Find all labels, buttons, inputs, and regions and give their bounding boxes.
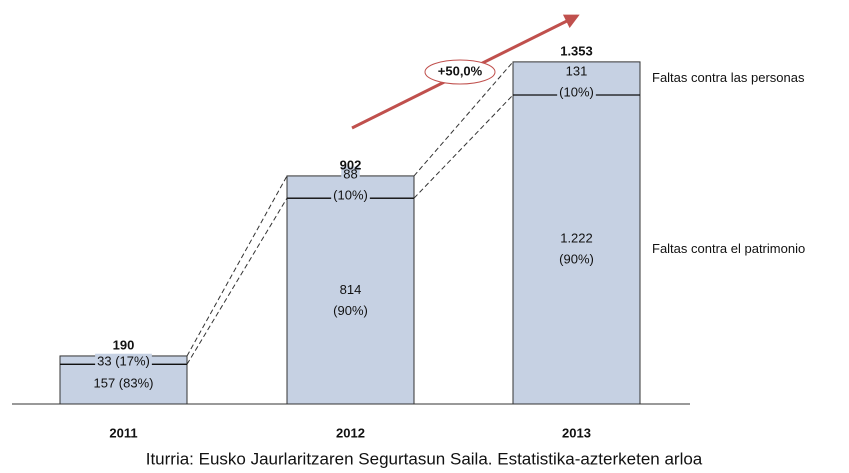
connector [186,197,288,365]
connector [413,61,514,177]
label-bg [557,84,596,100]
legend-entry: Faltas contra el patrimonio [652,241,805,256]
value-label: 88 [343,167,357,182]
value-label: (90%) [559,251,594,266]
legend-entry: Faltas contra las personas [652,70,805,85]
label-bg [563,63,590,79]
connector [413,94,514,199]
connector [186,175,288,357]
bar-segment [512,94,641,405]
bar-segment [59,363,188,405]
value-label: (10%) [333,188,368,203]
value-label: 131 [566,63,588,78]
value-label: 814 [340,282,362,297]
source: Iturria: Eusko Jaurlaritzaren Segurtasun… [146,449,703,468]
label-bg [95,353,152,369]
bar-segment [286,197,415,405]
value-label: 33 (17%) [97,354,150,369]
annotation: +50,0% [438,63,483,78]
label-bg [341,166,360,182]
value-label: (10%) [559,84,594,99]
x-tick-label: 2012 [336,425,365,440]
x-tick-label: 2013 [562,425,591,440]
total-label: 190 [113,337,135,352]
total-label: 902 [340,157,362,172]
total-label: 1.353 [560,43,593,58]
value-label: 1.222 [560,230,593,245]
x-tick-label: 2011 [109,425,137,440]
value-label: 157 (83%) [94,376,154,391]
annotation-ellipse [424,59,496,85]
value-label: (90%) [333,303,368,318]
label-bg [331,187,370,203]
